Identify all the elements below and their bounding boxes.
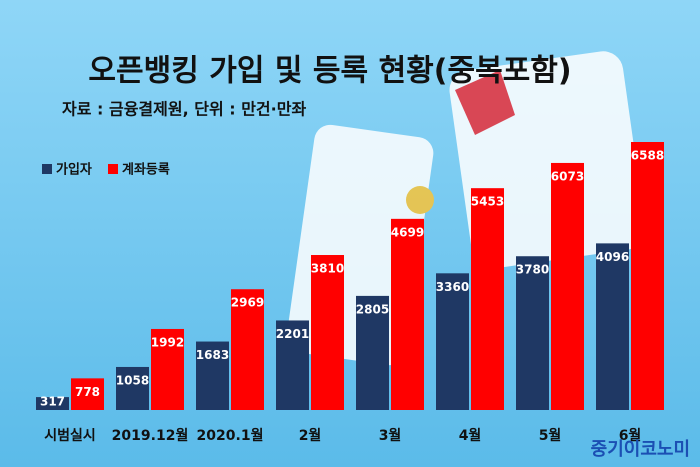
value-label: 6588 [631, 149, 664, 163]
bar [276, 320, 309, 410]
value-label: 3780 [516, 263, 549, 277]
bar [311, 255, 344, 410]
bar [36, 397, 69, 410]
value-label: 1992 [151, 335, 184, 349]
value-label: 317 [40, 395, 65, 409]
value-label: 3360 [436, 280, 469, 294]
value-label: 2201 [276, 327, 309, 341]
bar [71, 378, 104, 410]
bar [631, 142, 664, 410]
x-tick-label: 5월 [539, 427, 562, 444]
bar [231, 289, 264, 410]
legend-label: 가입자 [56, 163, 92, 178]
bar [436, 273, 469, 410]
value-label: 6073 [551, 169, 584, 183]
value-label: 1683 [196, 348, 229, 362]
x-tick-label: 3월 [379, 427, 402, 444]
x-tick-label: 2020.1월 [197, 427, 264, 444]
bar [471, 188, 504, 410]
x-tick-label: 6월 [619, 427, 642, 444]
x-tick-label: 2월 [299, 427, 322, 444]
legend-label: 계좌등록 [122, 162, 170, 178]
value-label: 4096 [596, 250, 629, 264]
chart-subtitle: 자료 : 금융결제원, 단위 : 만건·만좌 [62, 100, 306, 119]
bar [196, 341, 229, 410]
x-tick-label: 시범실시 [44, 428, 96, 444]
legend-swatch [42, 164, 52, 174]
value-label: 2969 [231, 296, 264, 310]
chart-title: 오픈뱅킹 가입 및 등록 현황(중복포함) [88, 54, 571, 89]
value-label: 4699 [391, 225, 424, 239]
value-label: 2805 [356, 302, 389, 316]
x-tick-label: 4월 [459, 427, 482, 444]
bar [151, 328, 184, 410]
watermark: 중기이코노미 [591, 439, 690, 460]
x-tick-label: 2019.12월 [112, 427, 189, 444]
bar [596, 243, 629, 410]
value-label: 5453 [471, 195, 504, 209]
value-label: 3810 [311, 262, 344, 276]
bar [551, 162, 584, 410]
value-label: 778 [75, 385, 100, 399]
bar [391, 218, 424, 410]
bar [516, 256, 549, 410]
bar [356, 295, 389, 410]
legend-swatch [108, 164, 118, 174]
bar [116, 366, 149, 410]
value-label: 1058 [116, 373, 149, 387]
